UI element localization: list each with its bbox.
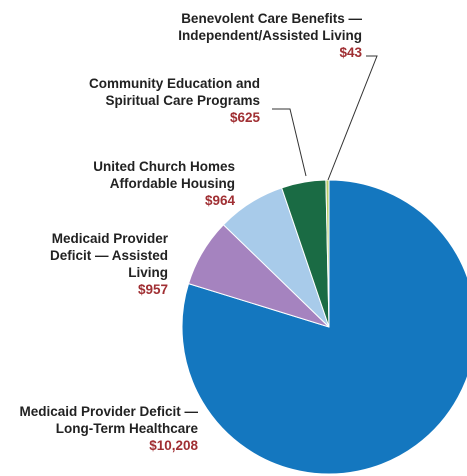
label-benevolent-care-line-1: Benevolent Care Benefits — bbox=[181, 11, 362, 26]
value-assisted-living-deficit: $957 bbox=[137, 282, 168, 297]
value-community-education: $625 bbox=[229, 110, 260, 125]
label-community-education: Community Education and Spiritual Care P… bbox=[60, 75, 260, 126]
label-benevolent-care-line-2: Independent/Assisted Living bbox=[178, 28, 362, 43]
pie-slices bbox=[181, 179, 467, 475]
value-affordable-housing: $964 bbox=[204, 193, 235, 208]
label-assisted-living-deficit: Medicaid Provider Deficit — Assisted Liv… bbox=[20, 230, 168, 298]
label-assisted-living-deficit-line-2: Deficit — Assisted bbox=[49, 248, 168, 263]
label-community-education-line-1: Community Education and bbox=[88, 76, 260, 91]
label-benevolent-care: Benevolent Care Benefits — Independent/A… bbox=[150, 10, 362, 61]
label-assisted-living-deficit-line-1: Medicaid Provider bbox=[51, 231, 168, 246]
value-long-term-healthcare: $10,208 bbox=[149, 438, 198, 453]
slice-benevolent-care bbox=[325, 179, 330, 328]
label-long-term-healthcare-line-2: Long-Term Healthcare bbox=[55, 421, 198, 436]
leader-lines bbox=[272, 55, 378, 181]
label-affordable-housing-line-2: Affordable Housing bbox=[109, 176, 235, 191]
label-affordable-housing-line-1: United Church Homes bbox=[93, 159, 235, 174]
label-affordable-housing: United Church Homes Affordable Housing $… bbox=[60, 158, 235, 209]
label-long-term-healthcare: Medicaid Provider Deficit — Long-Term He… bbox=[8, 403, 198, 454]
leader-line-community-education bbox=[272, 108, 307, 177]
leader-line-benevolent-care bbox=[327, 55, 378, 181]
value-benevolent-care: $43 bbox=[339, 45, 362, 60]
slice-long-term-healthcare bbox=[181, 179, 467, 475]
label-community-education-line-2: Spiritual Care Programs bbox=[105, 93, 260, 108]
label-assisted-living-deficit-line-3: Living bbox=[128, 265, 168, 280]
label-long-term-healthcare-line-1: Medicaid Provider Deficit — bbox=[19, 404, 198, 419]
